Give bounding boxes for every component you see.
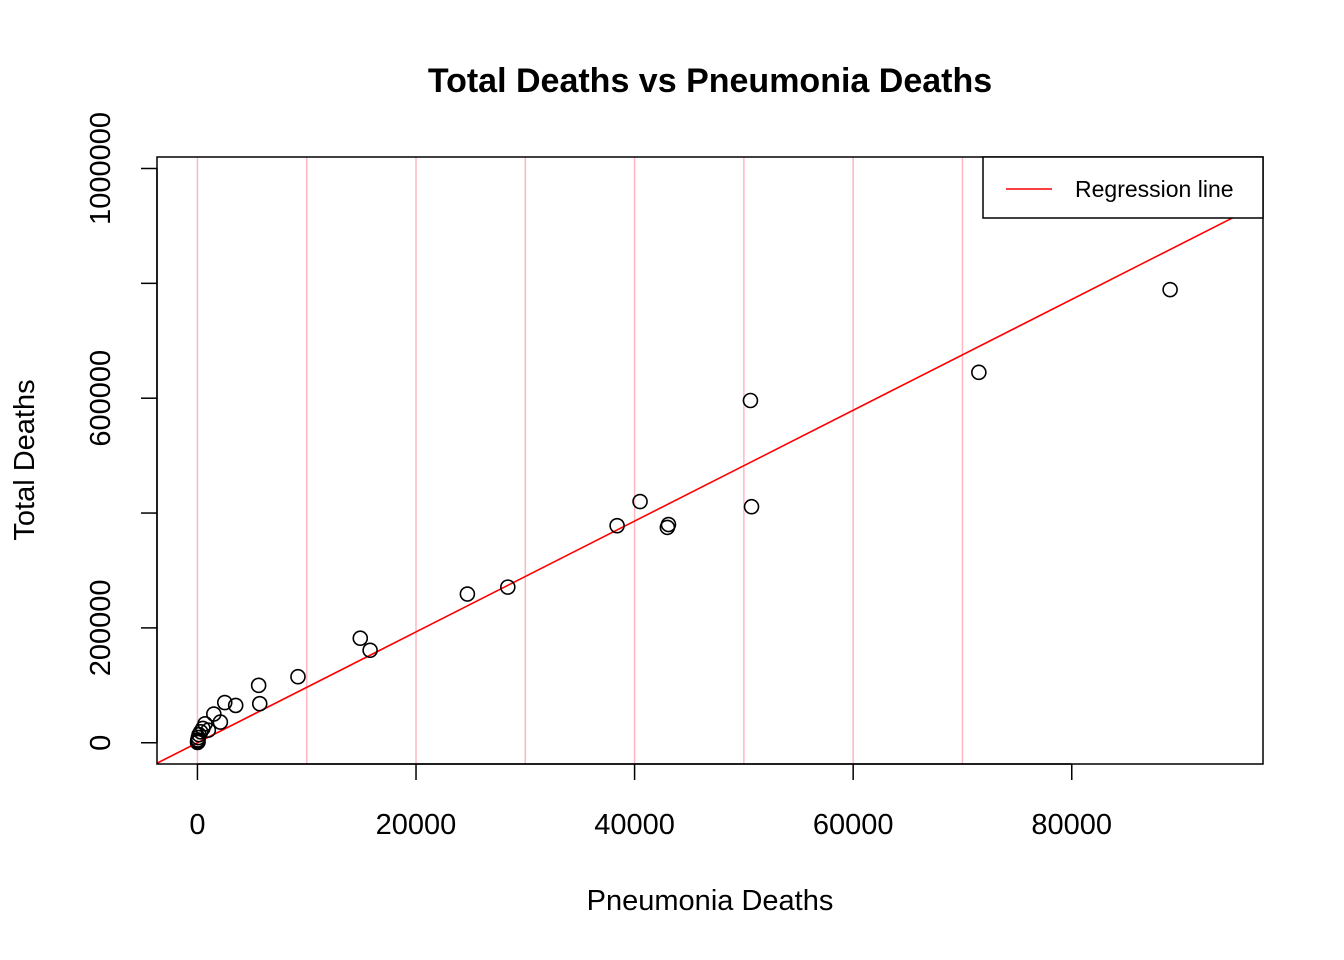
x-tick-label: 0 <box>189 809 205 841</box>
legend-label: Regression line <box>1075 176 1234 202</box>
data-point <box>227 697 244 714</box>
data-point <box>1162 281 1178 298</box>
data-point <box>632 493 648 510</box>
data-point <box>251 695 268 712</box>
y-tick-label: 600000 <box>85 350 117 447</box>
y-axis: 0 200000 600000 1000000 <box>85 112 158 751</box>
y-tick-label: 200000 <box>85 580 117 677</box>
x-tick-label: 60000 <box>813 809 894 841</box>
data-point <box>971 364 987 381</box>
data-point <box>743 498 760 515</box>
x-axis: 0 20000 40000 60000 80000 <box>189 763 1112 841</box>
plot-frame <box>156 156 1264 765</box>
x-axis-label: Pneumonia Deaths <box>587 885 834 917</box>
data-point <box>212 714 229 730</box>
y-tick-label: 1000000 <box>85 112 117 225</box>
x-tick-label: 80000 <box>1031 809 1112 841</box>
chart-title: Total Deaths vs Pneumonia Deaths <box>428 62 992 100</box>
legend: Regression line <box>982 156 1264 219</box>
data-point <box>742 392 759 409</box>
data-points <box>189 281 1178 751</box>
data-point <box>659 519 676 536</box>
data-point <box>189 734 206 751</box>
legend-box <box>982 156 1264 219</box>
data-point <box>216 694 233 711</box>
data-point <box>290 668 306 685</box>
y-tick-label: 0 <box>85 735 117 751</box>
grid-lines <box>196 157 964 764</box>
data-point <box>352 630 369 647</box>
data-point <box>609 517 625 534</box>
data-point <box>250 677 267 694</box>
x-tick-label: 20000 <box>376 809 457 841</box>
y-axis-label: Total Deaths <box>9 379 41 540</box>
data-point <box>459 586 476 602</box>
data-point <box>362 642 378 659</box>
data-point <box>500 579 516 595</box>
x-tick-label: 40000 <box>594 809 675 841</box>
regression-line <box>156 201 1264 764</box>
